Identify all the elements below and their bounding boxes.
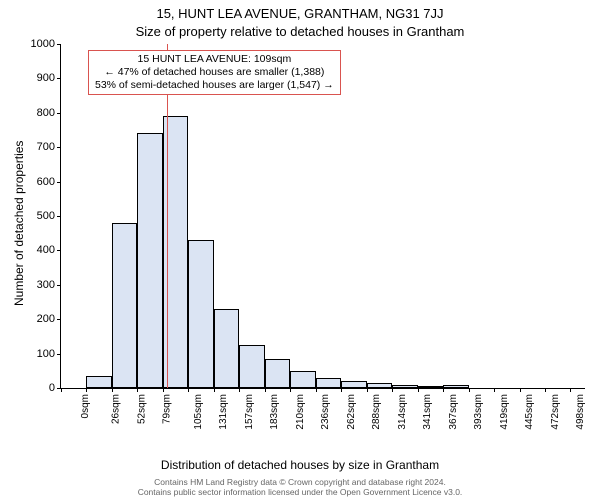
histogram-bar: [341, 381, 366, 388]
chart-title-line2: Size of property relative to detached ho…: [0, 24, 600, 39]
x-tick: [265, 388, 266, 392]
y-tick: [57, 182, 61, 183]
y-tick-label: 0: [49, 382, 55, 394]
x-tick-label: 0sqm: [80, 394, 91, 418]
x-tick: [86, 388, 87, 392]
x-tick: [367, 388, 368, 392]
x-tick-label: 288sqm: [371, 394, 382, 430]
footer-line2: Contains public sector information licen…: [0, 488, 600, 498]
y-tick: [57, 285, 61, 286]
plot-area: 010020030040050060070080090010000sqm26sq…: [60, 44, 585, 389]
y-tick: [57, 113, 61, 114]
y-tick-label: 700: [37, 141, 55, 153]
x-tick-label: 472sqm: [550, 394, 561, 430]
property-marker-line: [167, 44, 168, 388]
annotation-line1: 15 HUNT LEA AVENUE: 109sqm: [95, 53, 334, 66]
x-tick: [392, 388, 393, 392]
x-tick-label: 262sqm: [346, 394, 357, 430]
y-tick: [57, 319, 61, 320]
histogram-bar: [188, 240, 213, 388]
y-tick-label: 500: [37, 210, 55, 222]
x-tick: [418, 388, 419, 392]
x-tick-label: 26sqm: [111, 394, 122, 424]
property-size-chart: 15, HUNT LEA AVENUE, GRANTHAM, NG31 7JJ …: [0, 0, 600, 500]
y-tick: [57, 216, 61, 217]
y-tick: [57, 250, 61, 251]
histogram-bar: [316, 378, 341, 388]
x-tick-label: 445sqm: [524, 394, 535, 430]
y-tick: [57, 147, 61, 148]
x-tick-label: 79sqm: [162, 394, 173, 424]
x-tick: [239, 388, 240, 392]
histogram-bar: [86, 376, 111, 388]
x-tick: [61, 388, 62, 392]
y-tick-label: 400: [37, 244, 55, 256]
histogram-bar: [265, 359, 290, 388]
y-axis-label: Number of detached properties: [12, 141, 26, 306]
x-tick: [545, 388, 546, 392]
y-tick-label: 900: [37, 72, 55, 84]
x-tick: [137, 388, 138, 392]
x-tick-label: 131sqm: [218, 394, 229, 430]
y-tick-label: 100: [37, 348, 55, 360]
y-tick-label: 200: [37, 313, 55, 325]
x-tick-label: 341sqm: [422, 394, 433, 430]
histogram-bar: [239, 345, 264, 388]
x-tick: [570, 388, 571, 392]
histogram-bar: [112, 223, 137, 388]
x-tick: [469, 388, 470, 392]
x-tick: [341, 388, 342, 392]
annotation-box: 15 HUNT LEA AVENUE: 109sqm ← 47% of deta…: [88, 50, 341, 95]
chart-title-line1: 15, HUNT LEA AVENUE, GRANTHAM, NG31 7JJ: [0, 6, 600, 21]
x-tick-label: 367sqm: [448, 394, 459, 430]
x-tick: [163, 388, 164, 392]
x-tick: [316, 388, 317, 392]
histogram-bar: [443, 385, 468, 388]
x-tick-label: 393sqm: [473, 394, 484, 430]
x-axis-label: Distribution of detached houses by size …: [0, 458, 600, 472]
y-tick-label: 1000: [31, 38, 55, 50]
y-tick: [57, 354, 61, 355]
x-tick-label: 52sqm: [136, 394, 147, 424]
x-tick: [112, 388, 113, 392]
y-tick-label: 800: [37, 107, 55, 119]
x-tick-label: 157sqm: [244, 394, 255, 430]
x-tick: [443, 388, 444, 392]
histogram-bar: [418, 386, 443, 388]
x-tick: [520, 388, 521, 392]
histogram-bar: [290, 371, 315, 388]
annotation-line2: ← 47% of detached houses are smaller (1,…: [95, 66, 334, 79]
x-tick-label: 419sqm: [499, 394, 510, 430]
x-tick: [494, 388, 495, 392]
histogram-bar: [137, 133, 162, 388]
x-tick: [188, 388, 189, 392]
y-tick: [57, 78, 61, 79]
x-tick-label: 105sqm: [193, 394, 204, 430]
histogram-bar: [214, 309, 239, 388]
y-tick: [57, 44, 61, 45]
y-tick-label: 600: [37, 176, 55, 188]
x-tick-label: 183sqm: [269, 394, 280, 430]
x-tick-label: 498sqm: [575, 394, 586, 430]
attribution-footer: Contains HM Land Registry data © Crown c…: [0, 478, 600, 498]
annotation-line3: 53% of semi-detached houses are larger (…: [95, 79, 334, 92]
histogram-bar: [367, 383, 392, 388]
x-tick-label: 210sqm: [295, 394, 306, 430]
x-tick-label: 314sqm: [397, 394, 408, 430]
x-tick: [214, 388, 215, 392]
y-tick-label: 300: [37, 279, 55, 291]
x-tick-label: 236sqm: [320, 394, 331, 430]
x-tick: [290, 388, 291, 392]
histogram-bar: [392, 385, 417, 388]
